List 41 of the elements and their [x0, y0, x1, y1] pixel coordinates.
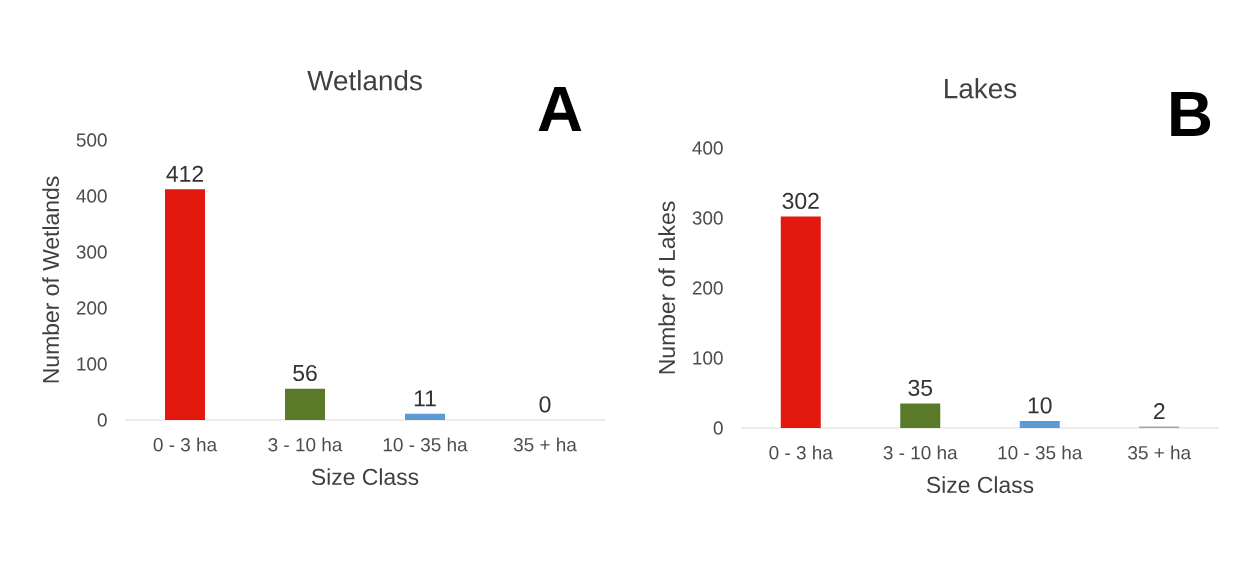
- y-tick-label: 200: [76, 301, 107, 315]
- y-axis-title: Number of Lakes: [658, 201, 676, 374]
- x-tick-label: 10 - 35 ha: [998, 445, 1083, 460]
- x-tick-label: 10 - 35 ha: [383, 437, 468, 452]
- x-tick-label: 3 - 10 ha: [883, 445, 958, 460]
- text: B: [1171, 92, 1211, 136]
- data-label: 35: [908, 379, 933, 396]
- y-tick-label: 400: [692, 141, 723, 155]
- x-tick-label: 35 + ha: [1128, 445, 1192, 460]
- data-label: 56: [293, 364, 317, 382]
- y-tick-label: 100: [693, 351, 723, 365]
- data-label: 10: [1028, 397, 1052, 414]
- chart-title: Lakes: [945, 78, 1017, 99]
- x-axis-title: Size Class: [311, 468, 419, 486]
- x-tick-label: 0 - 3 ha: [153, 437, 218, 452]
- data-label: 302: [782, 192, 819, 210]
- y-tick-label: 300: [76, 245, 107, 259]
- y-tick-label: 500: [76, 133, 107, 147]
- x-tick-label: 35 + ha: [513, 437, 577, 452]
- y-tick-label: 400: [76, 189, 107, 203]
- x-tick-label: 3 - 10 ha: [268, 437, 343, 452]
- y-tick-label: 0: [97, 413, 107, 427]
- x-tick-label: 0 - 3 ha: [769, 445, 833, 460]
- y-tick-label: 300: [692, 211, 723, 225]
- data-label: 11: [414, 390, 436, 407]
- bar: [1019, 420, 1060, 428]
- bar: [405, 413, 446, 420]
- y-tick-label: 0: [713, 421, 723, 435]
- bar: [900, 403, 941, 428]
- bar: [165, 189, 206, 420]
- data-label: 0: [539, 396, 551, 413]
- text: A: [538, 87, 582, 131]
- data-label: 2: [1154, 403, 1165, 420]
- bar: [780, 216, 821, 428]
- y-tick-label: 200: [692, 281, 723, 295]
- chart-title: Wetlands: [307, 70, 422, 91]
- y-tick-label: 100: [77, 357, 107, 371]
- x-axis-title: Size Class: [926, 476, 1034, 494]
- y-axis-title: Number of Wetlands: [42, 176, 60, 383]
- bar: [285, 388, 326, 420]
- data-label: 412: [166, 165, 203, 182]
